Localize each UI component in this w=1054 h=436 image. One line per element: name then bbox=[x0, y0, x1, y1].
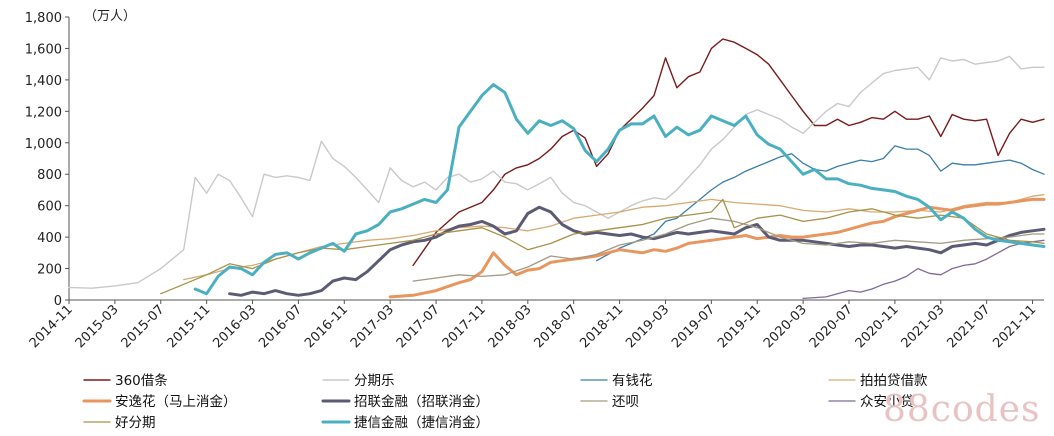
x-tick-label: 2015-07 bbox=[119, 302, 168, 351]
y-tick-label: 600 bbox=[37, 200, 62, 215]
x-tick-label: 2016-11 bbox=[302, 302, 351, 351]
x-tick-label: 2021-11 bbox=[990, 302, 1039, 351]
legend-label: 捷信金融（捷信消金） bbox=[354, 415, 489, 431]
series-line-7 bbox=[802, 239, 1045, 300]
series-line-0 bbox=[412, 38, 1045, 267]
x-tick-label: 2016-03 bbox=[210, 302, 259, 351]
unit-label: （万人） bbox=[84, 9, 136, 24]
legend-label: 好分期 bbox=[115, 415, 156, 431]
y-tick-label: 400 bbox=[37, 231, 62, 246]
y-tick-label: 1,400 bbox=[25, 74, 62, 89]
series-line-4 bbox=[388, 197, 1046, 299]
series-line-6 bbox=[412, 217, 1045, 282]
axes: 0 200 400 600 800 1,000 1,200 1,400 1,600 1,800 20… bbox=[25, 11, 1044, 351]
legend-label: 拍拍贷借款 bbox=[860, 373, 928, 389]
x-tick-label: 2019-03 bbox=[623, 302, 672, 351]
x-tick-label: 2017-11 bbox=[440, 302, 489, 351]
y-tick-label: 800 bbox=[37, 168, 62, 183]
series-line-1 bbox=[68, 55, 1045, 289]
legend-label: 分期乐 bbox=[354, 373, 395, 389]
x-tick-label: 2020-07 bbox=[807, 302, 856, 351]
x-tick-label: 2014-11 bbox=[27, 302, 76, 351]
x-tick-label: 2015-03 bbox=[73, 302, 122, 351]
legend-label: 还呗 bbox=[612, 394, 639, 410]
watermark: 88codes bbox=[883, 389, 1040, 430]
x-tick-label: 2019-11 bbox=[715, 302, 764, 351]
x-tick-label: 2015-11 bbox=[164, 302, 213, 351]
y-tick-label: 0 bbox=[54, 294, 62, 309]
y-tick-label: 1,000 bbox=[25, 137, 62, 152]
x-tick-label: 2016-07 bbox=[256, 302, 305, 351]
y-tick-label: 1,800 bbox=[25, 11, 62, 26]
y-tick-label: 1,600 bbox=[25, 42, 62, 57]
series-line-9 bbox=[193, 83, 1046, 296]
legend-label: 安逸花（马上消金） bbox=[115, 394, 237, 410]
x-tick-label: 2021-03 bbox=[899, 302, 948, 351]
x-tick-label: 2018-07 bbox=[532, 302, 581, 351]
x-tick-label: 2018-11 bbox=[577, 302, 626, 351]
series-line-5 bbox=[228, 205, 1046, 297]
series-lines bbox=[68, 38, 1046, 300]
series-line-3 bbox=[183, 194, 1045, 281]
x-tick-label: 2019-07 bbox=[669, 302, 718, 351]
x-tick-label: 2020-11 bbox=[853, 302, 902, 351]
x-tick-label: 2017-03 bbox=[348, 302, 397, 351]
x-tick-label: 2020-03 bbox=[761, 302, 810, 351]
legend-label: 360借条 bbox=[115, 372, 168, 389]
series-line-2 bbox=[595, 145, 1045, 262]
y-tick-label: 200 bbox=[37, 263, 62, 278]
x-tick-label: 2018-03 bbox=[486, 302, 535, 351]
x-tick-label: 2017-07 bbox=[394, 302, 443, 351]
x-tick-label: 2021-07 bbox=[944, 302, 993, 351]
y-tick-label: 1,200 bbox=[25, 105, 62, 120]
legend-label: 招联金融（招联消金） bbox=[354, 394, 489, 410]
legend-label: 有钱花 bbox=[612, 373, 653, 389]
legend-label: 众安小贷 bbox=[860, 394, 914, 410]
